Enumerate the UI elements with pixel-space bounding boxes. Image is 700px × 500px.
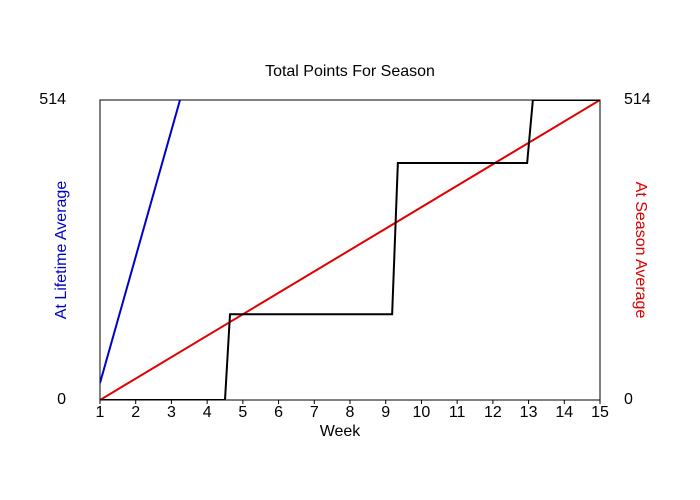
x-tick-label: 10 [413,404,431,421]
x-tick-label: 6 [274,404,283,421]
series-line [100,100,181,384]
x-tick-label: 8 [346,404,355,421]
y-axis-label: At Lifetime Average [53,181,70,320]
x-tick-label: 13 [520,404,538,421]
x-tick-label: 2 [131,404,140,421]
plot-lines [100,100,600,400]
x-tick-label: 12 [484,404,502,421]
x-tick-label: 11 [449,404,466,421]
x-axis-label: Week [320,423,362,440]
x-tick-label: 5 [238,404,247,421]
x-tick-label: 1 [96,404,105,421]
chart-title: Total Points For Season [265,63,435,80]
series-line [100,100,600,400]
series-line [100,100,600,400]
y-tick-label: 0 [57,391,66,408]
x-tick-label: 4 [203,404,212,421]
y-tick-label: 514 [39,91,66,108]
x-tick-label: 15 [591,404,609,421]
x-tick-label: 7 [310,404,319,421]
y2-tick-label: 514 [624,91,651,108]
y2-axis-label: At Season Average [632,182,649,319]
y2-tick-label: 0 [624,391,633,408]
x-tick-label: 3 [167,404,176,421]
x-tick-label: 14 [555,404,573,421]
x-tick-label: 9 [381,404,390,421]
